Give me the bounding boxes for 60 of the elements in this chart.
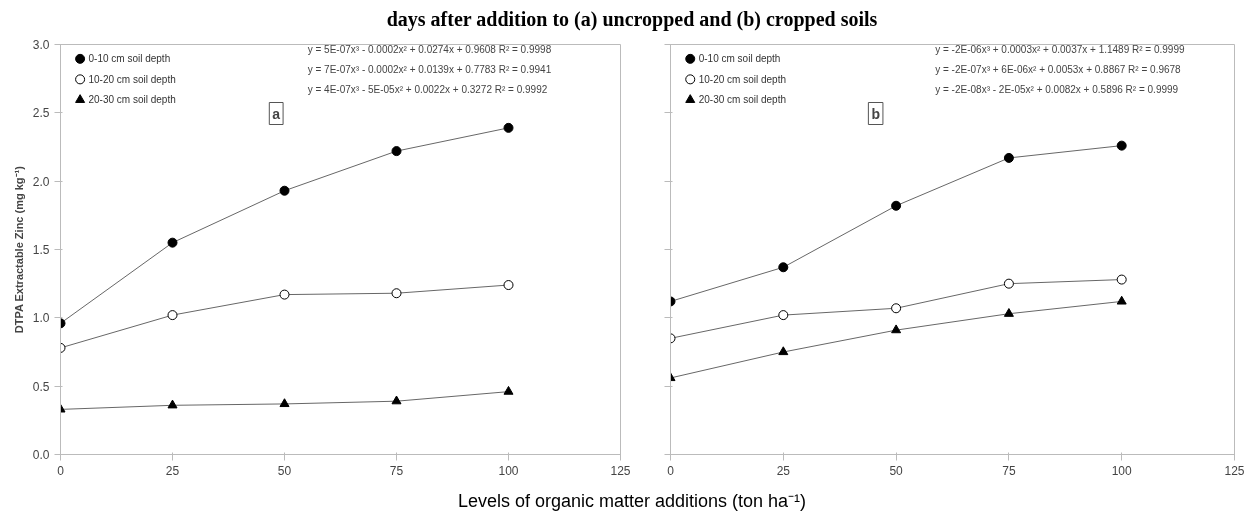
legend-label: 0-10 cm soil depth <box>698 53 781 65</box>
point <box>778 262 789 273</box>
point <box>778 346 789 356</box>
point <box>391 146 402 157</box>
x-tick-label: 125 <box>610 463 631 478</box>
y-tick-label: 1.0 <box>32 311 50 326</box>
point <box>167 310 178 321</box>
y-tick-label: 0.0 <box>32 448 50 462</box>
point <box>891 324 902 334</box>
annotation: y = -2E-08x³ - 2E-05x² + 0.0082x + 0.5896 R² = 0.9999 <box>935 83 1179 95</box>
y-tick-label: 2.5 <box>32 106 50 121</box>
point <box>1003 278 1014 289</box>
point <box>1003 152 1014 163</box>
y-axis-title: DTPA Extractable Zinc (mg kg⁻¹) <box>12 165 25 334</box>
annotation: y = -2E-06x³ + 0.0003x² + 0.0037x + 1.1489 R² = 0.9999 <box>935 43 1185 55</box>
x-tick-label: 25 <box>776 463 791 478</box>
legend-label: 0-10 cm soil depth <box>88 53 171 65</box>
y-tick-label: 1.5 <box>32 243 50 257</box>
point <box>891 303 902 314</box>
x-tick-label: 50 <box>277 463 292 478</box>
legend-label: 10-20 cm soil depth <box>698 73 786 85</box>
point <box>1116 140 1127 151</box>
point <box>503 385 514 395</box>
point <box>167 399 178 409</box>
x-tick-label: 125 <box>1224 463 1245 478</box>
x-tick-label: 100 <box>498 463 519 478</box>
annotation: a <box>272 105 281 122</box>
legend-label: 20-30 cm soil depth <box>698 94 786 106</box>
point <box>167 237 178 248</box>
point <box>778 310 789 321</box>
y-tick-label: 2.0 <box>32 174 50 189</box>
y-tick-label: 0.5 <box>32 379 50 394</box>
x-tick-label: 25 <box>165 463 180 478</box>
point <box>279 185 290 196</box>
annotation: y = 4E-07x³ - 5E-05x² + 0.0022x + 0.3272 R² = 0.9992 <box>307 83 548 95</box>
x-tick-label: 75 <box>1002 463 1016 478</box>
annotation: b <box>871 105 880 122</box>
legend-label: 20-30 cm soil depth <box>88 94 176 106</box>
legend-label: 10-20 cm soil depth <box>88 73 176 85</box>
annotation: y = 5E-07x³ - 0.0002x² + 0.0274x + 0.9608 R² = 0.9998 <box>307 43 552 55</box>
y-tick-label: 3.0 <box>32 38 50 52</box>
x-tick-label: 0 <box>667 463 675 478</box>
x-axis-title: Levels of organic matter additions (ton ha⁻¹) <box>457 490 807 513</box>
x-tick-label: 100 <box>1111 463 1133 478</box>
x-tick-label: 50 <box>889 463 904 478</box>
point <box>891 200 902 211</box>
x-tick-label: 0 <box>57 463 65 478</box>
point <box>503 280 514 291</box>
point <box>1116 295 1127 305</box>
point <box>1003 308 1014 317</box>
annotation: y = 7E-07x³ - 0.0002x² + 0.0139x + 0.7783 R² = 0.9941 <box>307 63 552 75</box>
point <box>1116 274 1127 285</box>
point <box>279 289 290 300</box>
annotation: y = -2E-07x³ + 6E-06x² + 0.0053x + 0.8867 R² = 0.9678 <box>935 63 1182 75</box>
chart-title: days after addition to (a) uncropped and (b) cropped soils <box>386 7 878 33</box>
point <box>391 395 402 405</box>
point <box>391 288 402 299</box>
point <box>279 398 290 408</box>
point <box>503 122 514 133</box>
x-tick-label: 75 <box>389 463 404 478</box>
